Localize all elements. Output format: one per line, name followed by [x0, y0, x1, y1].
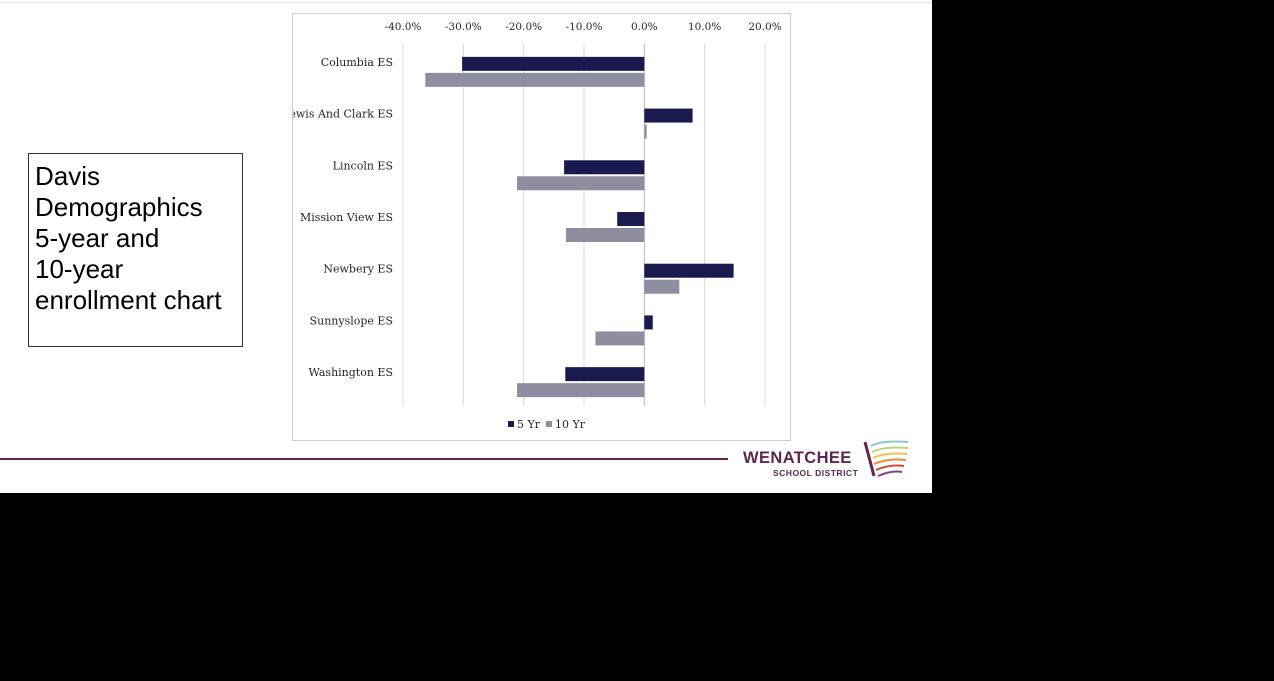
enrollment-chart: -40.0% -30.0% -20.0% -10.0% 0.0% 10.0% 20.0% C… [292, 13, 791, 441]
logo-subtitle: SCHOOL DISTRICT [773, 468, 859, 478]
logo-name: WENATCHEE [743, 449, 852, 467]
caption-text: Davis Demographics 5-year and 10-year en… [35, 161, 222, 315]
bar-5yr [644, 263, 734, 278]
legend-swatch [508, 421, 514, 427]
bar-10yr [517, 383, 645, 398]
bar-10yr [565, 228, 645, 242]
x-tick-label: -10.0% [566, 21, 603, 33]
bar-5yr [565, 367, 645, 382]
bar-5yr [617, 212, 645, 226]
x-tick-label: 20.0% [748, 21, 781, 33]
bar-10yr [425, 72, 645, 87]
category-label: Lincoln ES [333, 159, 393, 172]
x-tick-label: -40.0% [385, 21, 422, 33]
category-label: Columbia ES [321, 56, 393, 69]
caption-textbox: Davis Demographics 5-year and 10-year en… [28, 153, 243, 347]
bar-5yr [564, 160, 645, 175]
chart-bars [425, 56, 734, 398]
chart-svg: -40.0% -30.0% -20.0% -10.0% 0.0% 10.0% 20.0% C… [293, 21, 782, 431]
x-tick-label: 0.0% [631, 21, 658, 33]
bar-10yr [595, 331, 645, 346]
wenatchee-logo: WENATCHEE SCHOOL DISTRICT [738, 436, 918, 484]
x-tick-label: -30.0% [445, 21, 482, 33]
bar-10yr [644, 279, 680, 294]
category-label: Mission View ES [300, 211, 393, 224]
legend-label: 5 Yr [517, 418, 541, 431]
category-label: Sunnyslope ES [310, 314, 393, 327]
category-label: Lewis And Clark ES [293, 108, 393, 121]
legend-label: 10 Yr [555, 418, 586, 431]
chart-gridlines [402, 44, 766, 406]
chart-legend: 5 Yr 10 Yr [508, 418, 586, 431]
category-label: Washington ES [309, 366, 393, 379]
bar-5yr [644, 108, 693, 123]
top-divider [0, 2, 932, 3]
x-tick-label: -20.0% [505, 21, 542, 33]
x-tick-label: 10.0% [688, 21, 721, 33]
bar-5yr [462, 56, 645, 71]
x-axis-tick-labels: -40.0% -30.0% -20.0% -10.0% 0.0% 10.0% 20.0% [385, 21, 782, 33]
footer-divider [0, 458, 728, 460]
category-labels: Columbia ES Lewis And Clark ES Lincoln ES M… [293, 56, 393, 379]
slide: Davis Demographics 5-year and 10-year en… [0, 0, 932, 493]
legend-swatch [546, 421, 552, 427]
bar-5yr [644, 315, 653, 330]
bar-10yr [644, 124, 647, 139]
apple-orchard-logo-icon [863, 440, 909, 477]
category-label: Newbery ES [323, 263, 393, 276]
bar-10yr [517, 176, 645, 191]
